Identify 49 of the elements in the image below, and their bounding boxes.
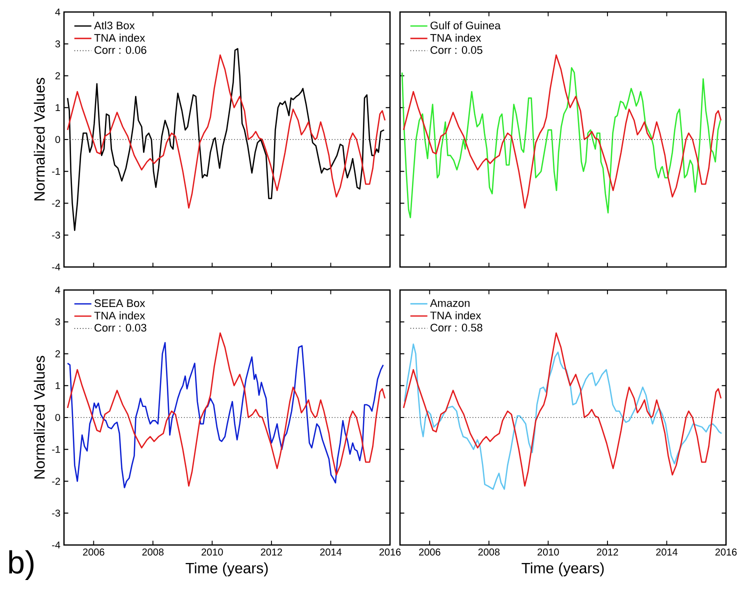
legend-label: TNA index (94, 34, 146, 42)
legend-label: TNA index (430, 311, 482, 320)
legend-label: Corr : 0.03 (94, 324, 146, 332)
y-tick-label: 1 (56, 104, 60, 112)
y-tick-label: 4 (55, 286, 60, 294)
legend-label: Corr : 0.05 (430, 46, 482, 54)
x-tick-label: 2008 (478, 548, 500, 556)
y-tick-label: -2 (52, 478, 60, 485)
legend-label: Gulf of Guinea (430, 21, 501, 30)
y-tick-label: 3 (55, 318, 60, 326)
y-tick-label: 0 (55, 414, 60, 422)
x-tick-label: 2010 (202, 548, 223, 556)
y-tick-label: 4 (55, 8, 60, 16)
y-tick-label: -3 (52, 232, 60, 239)
y-tick-label: -2 (52, 200, 60, 207)
x-tick-label: 2012 (596, 548, 618, 556)
x-tick-label: 2014 (656, 548, 678, 556)
y-tick-label: -1 (52, 446, 60, 453)
x-tick-label: 2008 (142, 548, 164, 556)
y-tick-label: -4 (52, 264, 60, 270)
legend-label: Corr : 0.06 (94, 46, 146, 54)
y-tick-label: -1 (52, 168, 60, 175)
y-axis-title: Normalized Values (34, 356, 45, 478)
legend-label: Corr : 0.58 (430, 324, 482, 332)
legend-label: Amazon (430, 299, 470, 307)
y-tick-label: 0 (55, 136, 60, 144)
x-tick-label: 2014 (320, 548, 342, 556)
x-tick-label: 2016 (379, 548, 401, 556)
x-axis-title: Time (years) (186, 562, 268, 576)
x-tick-label: 2012 (260, 548, 282, 556)
x-tick-label: 2010 (538, 548, 559, 556)
legend-label: TNA index (94, 311, 146, 320)
y-tick-label: 2 (55, 350, 60, 358)
line-series (66, 48, 385, 231)
y-tick-label: -4 (52, 542, 60, 548)
y-tick-label: 3 (55, 40, 60, 48)
x-tick-label: 2006 (419, 548, 440, 556)
legend-label: TNA index (430, 34, 482, 42)
y-tick-label: -3 (52, 510, 60, 517)
y-axis-title: Normalized Values (34, 78, 45, 200)
x-axis-title: Time (years) (522, 562, 604, 576)
text: b) (9, 550, 34, 580)
x-tick-label: 2006 (83, 548, 104, 556)
legend-label: SEEA Box (94, 299, 146, 308)
x-tick-label: 2016 (715, 548, 737, 556)
line-series (66, 54, 386, 209)
y-tick-label: 2 (55, 72, 60, 80)
legend-label: Atl3 Box (94, 21, 135, 30)
y-tick-label: 1 (56, 382, 60, 390)
